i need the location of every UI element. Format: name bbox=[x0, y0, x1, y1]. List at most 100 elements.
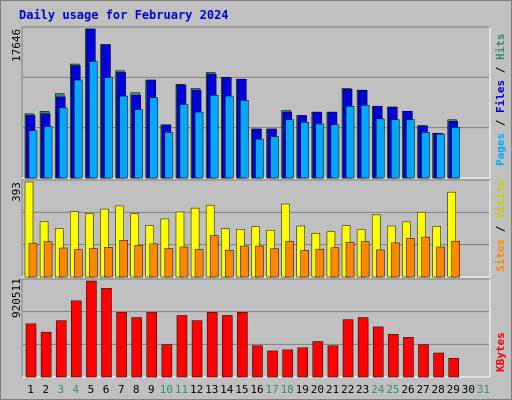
sites-bar bbox=[391, 242, 400, 278]
legend-kbytes: KBytes bbox=[494, 332, 507, 372]
legend-pages-files-hits: Pages / Files / Hits bbox=[494, 34, 507, 167]
sites-bar bbox=[451, 240, 460, 278]
pages-bar bbox=[104, 77, 113, 179]
pages-bar bbox=[451, 127, 460, 179]
x-tick-label: 4 bbox=[73, 383, 80, 396]
x-tick-label: 5 bbox=[88, 383, 95, 396]
kbytes-bar bbox=[55, 320, 67, 378]
kbytes-bar bbox=[131, 317, 142, 378]
sites-bar bbox=[240, 245, 249, 278]
sites-bar bbox=[74, 249, 83, 278]
kbytes-bar bbox=[267, 350, 278, 378]
x-tick-label: 26 bbox=[401, 383, 414, 396]
pages-bar bbox=[225, 95, 234, 179]
pages-bar bbox=[421, 132, 430, 179]
legend-separator: / bbox=[494, 113, 507, 133]
kbytes-bar bbox=[116, 312, 127, 378]
sites-bar bbox=[43, 241, 53, 278]
x-tick-label: 16 bbox=[250, 383, 263, 396]
kbytes-bar bbox=[327, 345, 339, 378]
x-tick-label: 1 bbox=[27, 383, 34, 396]
kbytes-bar bbox=[403, 337, 414, 378]
y-max-label-hits: 17646 bbox=[10, 28, 23, 62]
pages-bar bbox=[330, 124, 340, 179]
x-tick-label: 31 bbox=[477, 383, 490, 396]
legend-files: Files bbox=[494, 79, 507, 113]
x-tick-label: 10 bbox=[160, 383, 173, 396]
x-tick-label: 21 bbox=[326, 383, 339, 396]
legend-kbytes-wrap: KBytes bbox=[494, 332, 507, 372]
pages-bar bbox=[194, 111, 204, 179]
x-tick-label: 27 bbox=[416, 383, 429, 396]
pages-bar bbox=[179, 104, 189, 179]
sites-bar bbox=[330, 247, 340, 278]
pages-bar bbox=[270, 136, 279, 179]
x-tick-label: 13 bbox=[205, 383, 218, 396]
sites-bar bbox=[421, 236, 430, 278]
kbytes-bar bbox=[176, 315, 188, 378]
pages-bar bbox=[164, 132, 174, 179]
kbytes-bar bbox=[237, 312, 248, 378]
pages-bar bbox=[58, 107, 68, 179]
x-tick-label: 2 bbox=[42, 383, 49, 396]
chart-bars bbox=[24, 28, 460, 378]
x-tick-label: 18 bbox=[281, 383, 294, 396]
x-tick-label: 7 bbox=[118, 383, 125, 396]
pages-bar bbox=[209, 95, 219, 179]
sites-bar bbox=[270, 248, 279, 278]
kbytes-bar bbox=[101, 288, 112, 378]
sites-bar bbox=[406, 238, 415, 278]
y-max-label-visits: 393 bbox=[10, 182, 23, 202]
pages-bar bbox=[345, 105, 355, 179]
x-tick-label: 14 bbox=[220, 383, 234, 396]
x-tick-label: 15 bbox=[235, 383, 248, 396]
x-tick-label: 30 bbox=[462, 383, 475, 396]
x-tick-label: 3 bbox=[57, 383, 64, 396]
sites-bar bbox=[104, 247, 113, 278]
sites-bar bbox=[436, 246, 445, 278]
kbytes-bar bbox=[161, 344, 173, 378]
chart-title: Daily usage for February 2024 bbox=[19, 8, 229, 22]
x-tick-label: 8 bbox=[133, 383, 140, 396]
kbytes-bar bbox=[71, 300, 82, 378]
sites-bar bbox=[164, 248, 174, 278]
kbytes-bar bbox=[25, 323, 37, 378]
x-tick-label: 29 bbox=[447, 383, 460, 396]
legend-sites: Sites bbox=[494, 238, 507, 272]
kbytes-bar bbox=[312, 341, 324, 378]
kbytes-bar bbox=[433, 352, 444, 378]
sites-bar bbox=[119, 240, 128, 278]
kbytes-bar bbox=[297, 347, 308, 378]
kbytes-bar bbox=[388, 333, 399, 378]
y-max-label-kbytes: 920511 bbox=[10, 278, 23, 318]
sites-bar bbox=[134, 245, 143, 278]
sites-bar bbox=[149, 243, 159, 278]
kbytes-bar bbox=[357, 317, 369, 378]
x-tick-label: 24 bbox=[371, 383, 385, 396]
pages-bar bbox=[436, 133, 445, 179]
pages-bar bbox=[375, 118, 385, 179]
sites-bar bbox=[179, 246, 189, 278]
pages-bar bbox=[134, 109, 143, 179]
legend-sites-visits: Sites / Visits bbox=[494, 179, 507, 272]
kbytes-bar bbox=[191, 320, 203, 378]
pages-bar bbox=[406, 119, 415, 179]
pages-bar bbox=[285, 119, 294, 179]
x-tick-label: 6 bbox=[103, 383, 110, 396]
x-tick-label: 25 bbox=[386, 383, 399, 396]
pages-bar bbox=[300, 122, 309, 179]
kbytes-bar bbox=[222, 315, 233, 378]
pages-bar bbox=[315, 123, 325, 179]
pages-bar bbox=[360, 105, 370, 179]
pages-bar bbox=[89, 61, 98, 179]
x-tick-label: 17 bbox=[265, 383, 278, 396]
legend-hits: Hits bbox=[494, 33, 507, 61]
x-tick-label: 22 bbox=[341, 383, 354, 396]
pages-bar bbox=[74, 79, 83, 179]
kbytes-bar bbox=[146, 312, 158, 378]
sites-bar bbox=[28, 242, 38, 278]
pages-bar bbox=[28, 130, 38, 179]
legend-separator: / bbox=[494, 219, 507, 239]
pages-bar bbox=[43, 126, 53, 179]
